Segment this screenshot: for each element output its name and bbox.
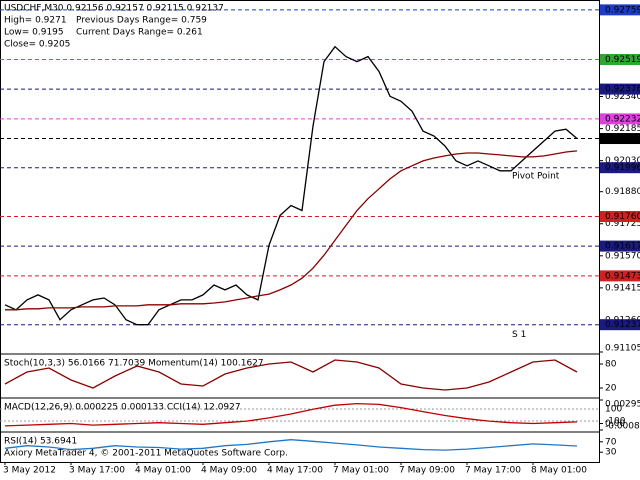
series-line [5,150,578,311]
series-line [4,45,578,326]
info-text: Current Days Range= 0.261 [76,28,203,38]
info-text: High= 0.9271 [4,16,67,26]
y-tick-label: 0.92185 [605,124,640,134]
x-tick-label: 7 May 09:00 [399,466,455,476]
level-label: 0.92232 [605,114,640,124]
level-label: 0.91237 [605,320,640,330]
panel-title: RSI(14) 53.6941 [4,437,77,447]
y-tick-label: 20 [605,384,617,394]
x-tick-label: 4 May 17:00 [267,466,323,476]
y-tick-label: 0.91725 [605,219,640,229]
annotation: Pivot Point [512,171,560,181]
y-tick-label: 0.00 [605,419,625,429]
y-tick-label: -0.00082 [605,422,640,432]
level-box [600,211,640,223]
panel-title: MACD(12,26,9) 0.000225 0.000133 CCI(14) … [4,403,241,413]
y2-tick-label: -100 [605,417,626,427]
level-label: 0.91473 [605,271,640,281]
level-label: 0.91617 [605,242,640,252]
level-label: 0.91996 [605,163,640,173]
level-box [600,162,640,174]
level-box [600,240,640,252]
x-tick-label: 3 May 2012 [3,466,56,476]
level-box [600,133,640,145]
x-tick-label: 7 May 01:00 [333,466,389,476]
y-tick-label: 0.92340 [605,92,640,102]
level-box [600,4,640,16]
x-tick-label: 3 May 17:00 [69,466,125,476]
footer: Axiory MetaTrader 4, © 2001-2011 MetaQuo… [4,449,288,459]
series-line [4,359,578,391]
level-label: 0.92519 [605,55,640,65]
annotation: S 1 [512,330,526,340]
y2-tick-label: 100 [605,405,622,415]
level-box [600,319,640,331]
plot-frame [0,0,600,463]
level-box [600,113,640,125]
level-box [600,270,640,282]
y-tick-label: 0.91105 [605,344,640,354]
x-tick-label: 4 May 09:00 [201,466,257,476]
level-box [600,54,640,66]
level-label: 0.91760 [605,212,640,222]
y-tick-label: 80 [605,360,617,370]
info-text: Previous Days Range= 0.759 [76,16,207,26]
y-tick-label: 30 [605,448,617,458]
level-label: 0.92759 [605,5,640,15]
level-label: 0.92376 [605,85,640,95]
y-tick-label: 70 [605,437,617,447]
x-tick-label: 7 May 17:00 [465,466,521,476]
x-tick-label: 8 May 01:00 [531,466,587,476]
y-tick-label: 0.92030 [605,156,640,166]
info-text: Close= 0.9205 [4,40,70,50]
x-tick-label: 4 May 01:00 [135,466,191,476]
y-tick-label: 0.91880 [605,187,640,197]
panel-title: Stoch(10,3,3) 56.0166 71.7039 Momentum(1… [4,359,264,369]
y-tick-label: 0.91415 [605,283,640,293]
info-text: USDCHF,M30 0.92156 0.92157 0.92115 0.921… [4,4,224,14]
series-line [4,402,578,427]
level-label: 0.92137 [605,134,640,144]
series-line [4,439,578,451]
y-tick-label: 0.91570 [605,251,640,261]
level-box [600,83,640,95]
y-tick-label: 0.002956 [605,400,640,410]
info-text: Low= 0.9195 [4,28,64,38]
